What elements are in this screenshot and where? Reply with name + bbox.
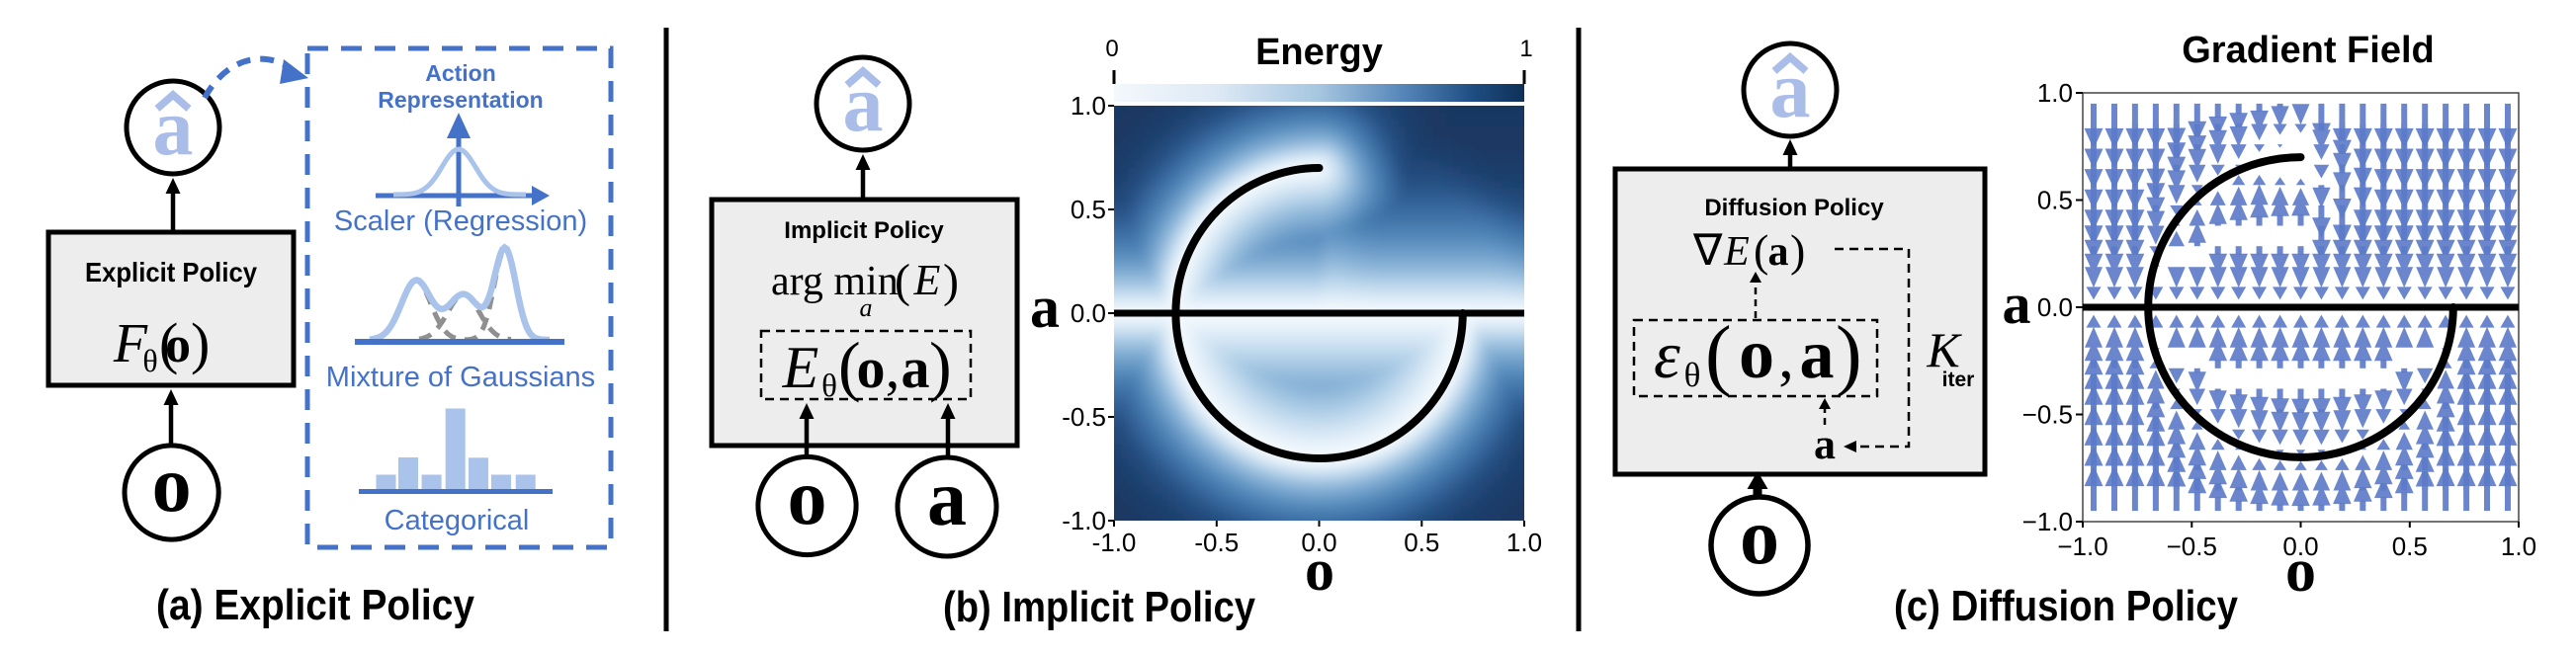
svg-text:): ) bbox=[943, 255, 959, 307]
svg-text:0.5: 0.5 bbox=[2037, 186, 2073, 215]
svg-text:o: o bbox=[1739, 314, 1774, 393]
svg-text:θ: θ bbox=[1684, 356, 1701, 394]
svg-text:(a) Explicit Policy: (a) Explicit Policy bbox=[156, 581, 474, 629]
svg-text:(: ( bbox=[1754, 225, 1768, 276]
svg-text:E: E bbox=[913, 256, 941, 304]
svg-text:,: , bbox=[886, 336, 901, 400]
svg-text:K: K bbox=[1926, 322, 1962, 377]
svg-text:E: E bbox=[1723, 229, 1750, 275]
svg-text:o: o bbox=[788, 454, 827, 541]
svg-text:Energy: Energy bbox=[1255, 32, 1383, 73]
svg-text:-1.0: -1.0 bbox=[1062, 506, 1106, 535]
svg-text:1.0: 1.0 bbox=[2037, 78, 2073, 108]
svg-text:a: a bbox=[2003, 272, 2031, 336]
svg-text:0.0: 0.0 bbox=[1071, 298, 1106, 328]
svg-text:θ: θ bbox=[142, 343, 157, 378]
svg-text:): ) bbox=[191, 311, 210, 375]
svg-text:o: o bbox=[857, 336, 886, 400]
svg-text:Diffusion Policy: Diffusion Policy bbox=[1704, 195, 1884, 221]
svg-text:a: a bbox=[1800, 317, 1835, 393]
svg-text:,: , bbox=[1778, 324, 1794, 391]
svg-text:a: a bbox=[1030, 275, 1060, 340]
svg-text:θ: θ bbox=[821, 368, 837, 404]
svg-text:): ) bbox=[1790, 225, 1805, 276]
svg-text:iter: iter bbox=[1942, 368, 1975, 391]
svg-text:a: a bbox=[860, 293, 873, 322]
svg-text:1.0: 1.0 bbox=[1506, 528, 1542, 557]
svg-text:arg min: arg min bbox=[771, 259, 899, 304]
svg-text:−1.0: −1.0 bbox=[2022, 507, 2073, 536]
svg-text:E: E bbox=[782, 335, 819, 400]
svg-text:a: a bbox=[902, 336, 930, 400]
svg-text:0.0: 0.0 bbox=[1301, 528, 1336, 557]
svg-text:Implicit Policy: Implicit Policy bbox=[784, 217, 944, 244]
svg-text:−0.5: −0.5 bbox=[2022, 400, 2073, 430]
svg-text:1.0: 1.0 bbox=[2501, 532, 2536, 561]
svg-text:−1.0: −1.0 bbox=[2057, 532, 2107, 561]
svg-text:-1.0: -1.0 bbox=[1092, 528, 1137, 557]
svg-text:F: F bbox=[113, 313, 148, 374]
svg-text:(: ( bbox=[895, 255, 910, 307]
svg-text:(c) Diffusion Policy: (c) Diffusion Policy bbox=[1894, 582, 2238, 630]
svg-text:Mixture of Gaussians: Mixture of Gaussians bbox=[326, 362, 595, 393]
svg-text:a: a bbox=[1768, 229, 1789, 275]
svg-text:−0.5: −0.5 bbox=[2167, 532, 2217, 561]
svg-text:0: 0 bbox=[1105, 36, 1118, 62]
svg-text:-0.5: -0.5 bbox=[1194, 528, 1239, 557]
svg-text:a: a bbox=[1814, 420, 1836, 468]
svg-text:o: o bbox=[2285, 537, 2316, 605]
svg-text:Scaler (Regression): Scaler (Regression) bbox=[334, 205, 587, 237]
svg-text:∇: ∇ bbox=[1692, 226, 1723, 275]
svg-text:0.5: 0.5 bbox=[1404, 528, 1439, 557]
svg-text:o: o bbox=[165, 317, 191, 373]
svg-text:(: ( bbox=[838, 328, 861, 403]
svg-text:Categorical: Categorical bbox=[385, 505, 530, 536]
svg-text:Gradient Field: Gradient Field bbox=[2182, 30, 2434, 71]
svg-text:a: a bbox=[927, 455, 967, 542]
svg-text:o: o bbox=[1740, 494, 1779, 581]
svg-text:): ) bbox=[929, 328, 952, 403]
svg-text:(b) Implicit Policy: (b) Implicit Policy bbox=[943, 583, 1255, 631]
svg-text:(: ( bbox=[159, 311, 178, 375]
svg-text:Representation: Representation bbox=[378, 87, 543, 113]
svg-text:1: 1 bbox=[1519, 36, 1532, 62]
svg-text:0.0: 0.0 bbox=[2282, 532, 2318, 561]
svg-text:Explicit Policy: Explicit Policy bbox=[85, 257, 257, 287]
svg-text:-0.5: -0.5 bbox=[1062, 402, 1106, 432]
svg-text:0.5: 0.5 bbox=[1071, 195, 1106, 224]
svg-text:0.5: 0.5 bbox=[2392, 532, 2428, 561]
svg-text:ε: ε bbox=[1654, 317, 1680, 392]
svg-text:(: ( bbox=[1705, 311, 1732, 398]
svg-text:o: o bbox=[1305, 537, 1334, 603]
svg-text:0.0: 0.0 bbox=[2037, 292, 2073, 322]
svg-text:o: o bbox=[152, 442, 192, 529]
svg-text:1.0: 1.0 bbox=[1071, 91, 1106, 121]
svg-text:): ) bbox=[1836, 311, 1862, 398]
svg-text:Action: Action bbox=[425, 60, 496, 86]
